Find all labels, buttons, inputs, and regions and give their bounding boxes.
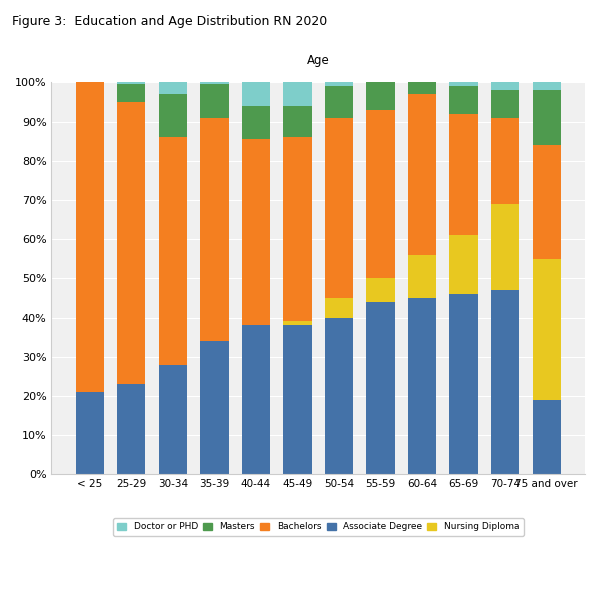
Bar (242, 139, 270, 325)
Bar (325, 86, 353, 118)
Text: Figure 3:  Education and Age Distribution RN 2020: Figure 3: Education and Age Distribution… (12, 15, 327, 28)
Bar (159, 137, 187, 365)
Text: Age: Age (307, 54, 329, 67)
Bar (367, 278, 395, 302)
Bar (283, 325, 311, 474)
Bar (325, 298, 353, 317)
Bar (325, 118, 353, 298)
Bar (491, 204, 519, 290)
Bar (367, 302, 395, 474)
Bar (449, 114, 478, 235)
Bar (159, 94, 187, 137)
Bar (449, 294, 478, 474)
Bar (242, 82, 270, 106)
Bar (533, 400, 561, 474)
Bar (76, 82, 104, 392)
Bar (200, 118, 229, 341)
Bar (408, 298, 436, 474)
Bar (200, 341, 229, 474)
Bar (242, 325, 270, 474)
Bar (449, 82, 478, 86)
Bar (533, 145, 561, 259)
Bar (491, 290, 519, 474)
Bar (367, 82, 395, 110)
Bar (117, 384, 145, 474)
Bar (283, 137, 311, 322)
Bar (283, 106, 311, 137)
Bar (449, 86, 478, 114)
Bar (408, 82, 436, 94)
Bar (367, 110, 395, 278)
Bar (491, 82, 519, 91)
Bar (533, 259, 561, 400)
Bar (325, 82, 353, 86)
Bar (533, 91, 561, 145)
Bar (117, 102, 145, 384)
Bar (408, 255, 436, 298)
Bar (283, 82, 311, 106)
Bar (491, 118, 519, 204)
Legend: Doctor or PHD, Masters, Bachelors, Associate Degree, Nursing Diploma: Doctor or PHD, Masters, Bachelors, Assoc… (113, 518, 524, 536)
Bar (159, 82, 187, 94)
Bar (242, 106, 270, 139)
Bar (200, 85, 229, 118)
Bar (491, 91, 519, 118)
Bar (200, 82, 229, 85)
Bar (159, 365, 187, 474)
Bar (325, 317, 353, 474)
Bar (76, 392, 104, 474)
Bar (533, 82, 561, 91)
Bar (117, 82, 145, 85)
Bar (283, 322, 311, 325)
Bar (408, 94, 436, 255)
Bar (117, 85, 145, 102)
Bar (449, 235, 478, 294)
